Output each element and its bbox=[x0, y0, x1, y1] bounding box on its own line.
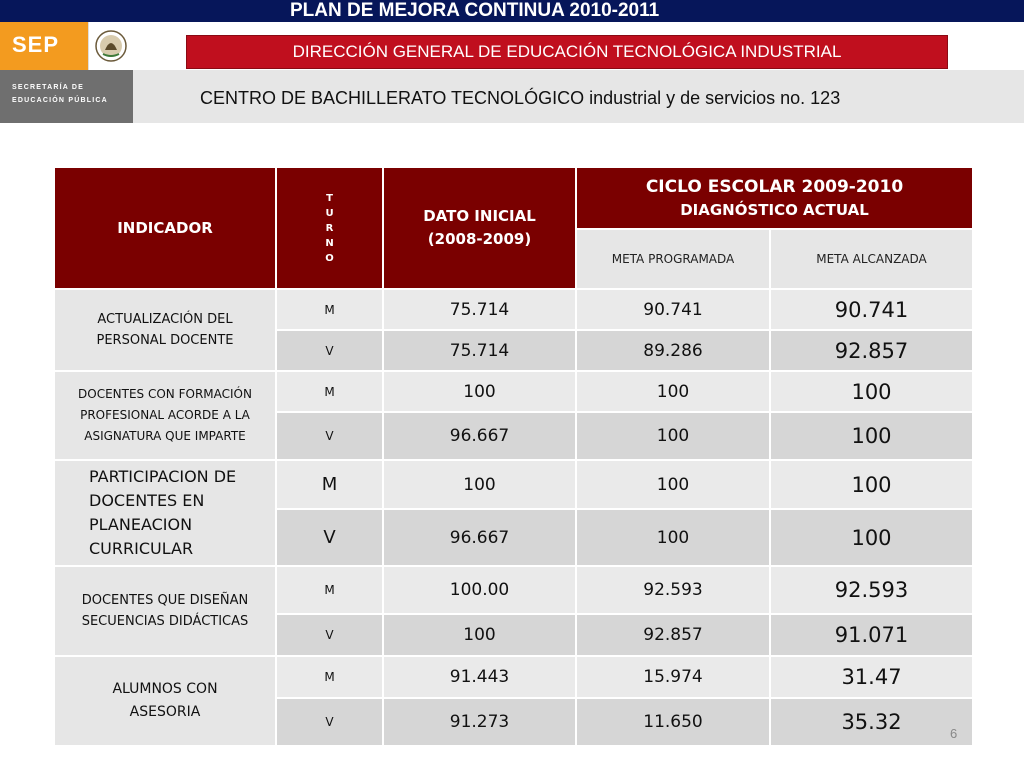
header-ciclo-label: CICLO ESCOLAR 2009-2010 bbox=[645, 177, 904, 197]
meta-alcanzada-cell: 100 bbox=[769, 508, 974, 567]
turno-letter: O bbox=[325, 252, 334, 264]
sep-logo-text: SEP bbox=[12, 32, 60, 57]
page-number: 6 bbox=[950, 726, 958, 741]
table-row: ACTUALIZACIÓN DEL PERSONAL DOCENTE M 75.… bbox=[53, 288, 974, 372]
meta-alcanzada-cell: 90.741 bbox=[769, 288, 974, 331]
header-indicador: INDICADOR bbox=[53, 166, 277, 290]
table-row: V 91.273 11.650 35.32 bbox=[54, 697, 974, 747]
meta-programada-cell: 89.286 bbox=[575, 329, 771, 372]
dato-inicial-cell: 100 bbox=[382, 459, 577, 510]
meta-programada-cell: 11.650 bbox=[575, 697, 771, 747]
indicador-line: DOCENTES EN bbox=[89, 491, 205, 510]
table-row: V 75.714 89.286 92.857 bbox=[54, 329, 974, 372]
turno-cell: M bbox=[275, 370, 384, 413]
indicador-line: ASESORIA bbox=[129, 704, 201, 720]
indicador-line: DOCENTES QUE DISEÑAN bbox=[81, 593, 249, 608]
header-ciclo-escolar: CICLO ESCOLAR 2009-2010 DIAGNÓSTICO ACTU… bbox=[575, 166, 974, 230]
top-title-bar: PLAN DE MEJORA CONTINUA 2010-2011 bbox=[0, 0, 1024, 22]
indicators-table: INDICADOR T U R N O DATO INICIAL (2008-2… bbox=[53, 166, 974, 747]
table-row: V 100 92.857 91.071 bbox=[54, 613, 974, 657]
indicador-line: PLANEACION bbox=[89, 515, 193, 534]
sep-logo-gray-block: SECRETARÍA DE EDUCACIÓN PÚBLICA bbox=[0, 70, 133, 123]
indicador-cell: PARTICIPACION DE DOCENTES EN PLANEACION … bbox=[53, 459, 277, 567]
turno-cell: V bbox=[275, 411, 384, 461]
sep-logo: SEP SECRETARÍA DE EDUCACIÓN PÚBLICA bbox=[0, 22, 134, 123]
meta-alcanzada-cell: 100 bbox=[769, 459, 974, 510]
turno-letter: R bbox=[325, 222, 334, 234]
school-banner bbox=[133, 70, 1024, 123]
plan-title: PLAN DE MEJORA CONTINUA 2010-2011 bbox=[290, 0, 660, 21]
indicador-line: CURRICULAR bbox=[89, 539, 194, 558]
header-dato-inicial: DATO INICIAL (2008-2009) bbox=[382, 166, 577, 290]
turno-letter: U bbox=[325, 207, 334, 219]
dato-inicial-cell: 96.667 bbox=[382, 411, 577, 461]
table-row: V 96.667 100 100 bbox=[54, 508, 974, 567]
meta-alcanzada-cell: 92.857 bbox=[769, 329, 974, 372]
turno-cell: M bbox=[275, 288, 384, 331]
indicador-line: SECUENCIAS DIDÁCTICAS bbox=[81, 614, 249, 629]
header-meta-programada: META PROGRAMADA bbox=[575, 228, 771, 290]
header-diagnostico-label: DIAGNÓSTICO ACTUAL bbox=[680, 201, 869, 219]
turno-cell: V bbox=[275, 613, 384, 657]
dato-inicial-cell: 100 bbox=[382, 613, 577, 657]
school-name: CENTRO DE BACHILLERATO TECNOLÓGICO indus… bbox=[200, 88, 841, 108]
dato-inicial-cell: 91.443 bbox=[382, 655, 577, 699]
indicador-line: PERSONAL DOCENTE bbox=[96, 333, 234, 348]
meta-programada-cell: 92.593 bbox=[575, 565, 771, 615]
header-meta-alcanzada: META ALCANZADA bbox=[769, 228, 974, 290]
meta-alcanzada-cell: 92.593 bbox=[769, 565, 974, 615]
indicador-cell: ACTUALIZACIÓN DEL PERSONAL DOCENTE bbox=[53, 288, 277, 372]
dato-inicial-cell: 91.273 bbox=[382, 697, 577, 747]
indicador-line: ASIGNATURA QUE IMPARTE bbox=[84, 429, 246, 443]
table-row: ALUMNOS CON ASESORIA M 91.443 15.974 31.… bbox=[53, 655, 974, 747]
mexico-coat-of-arms-icon bbox=[88, 22, 134, 70]
dato-inicial-cell: 75.714 bbox=[382, 329, 577, 372]
dato-inicial-cell: 96.667 bbox=[382, 508, 577, 567]
meta-programada-cell: 100 bbox=[575, 508, 771, 567]
turno-cell: V bbox=[275, 508, 384, 567]
meta-alcanzada-cell: 100 bbox=[769, 411, 974, 461]
turno-cell: M bbox=[275, 565, 384, 615]
indicador-line: ALUMNOS CON bbox=[112, 681, 218, 697]
meta-programada-cell: 92.857 bbox=[575, 613, 771, 657]
turno-cell: V bbox=[275, 329, 384, 372]
header-dato-inicial-line-2: (2008-2009) bbox=[427, 230, 532, 248]
meta-alcanzada-cell: 91.071 bbox=[769, 613, 974, 657]
indicador-line: PARTICIPACION DE bbox=[89, 467, 237, 486]
meta-programada-cell: 100 bbox=[575, 459, 771, 510]
table-row: V 96.667 100 100 bbox=[54, 411, 974, 461]
dato-inicial-cell: 75.714 bbox=[382, 288, 577, 331]
meta-programada-cell: 90.741 bbox=[575, 288, 771, 331]
table-row: DOCENTES CON FORMACIÓN PROFESIONAL ACORD… bbox=[53, 370, 974, 461]
indicador-line: DOCENTES CON FORMACIÓN bbox=[78, 387, 252, 401]
sep-logo-line-1: SECRETARÍA DE bbox=[12, 84, 84, 91]
direccion-banner: DIRECCIÓN GENERAL DE EDUCACIÓN TECNOLÓGI… bbox=[186, 35, 948, 69]
header-turno: T U R N O bbox=[275, 166, 384, 290]
turno-cell: M bbox=[275, 655, 384, 699]
header-dato-inicial-line-1: DATO INICIAL bbox=[423, 207, 536, 225]
meta-alcanzada-cell: 100 bbox=[769, 370, 974, 413]
indicador-cell: ALUMNOS CON ASESORIA bbox=[53, 655, 277, 747]
turno-cell: M bbox=[275, 459, 384, 510]
indicador-line: ACTUALIZACIÓN DEL bbox=[97, 312, 233, 327]
turno-cell: V bbox=[275, 697, 384, 747]
table-row: DOCENTES QUE DISEÑAN SECUENCIAS DIDÁCTIC… bbox=[53, 565, 974, 657]
sep-logo-orange-block: SEP bbox=[0, 22, 88, 70]
indicador-cell: DOCENTES CON FORMACIÓN PROFESIONAL ACORD… bbox=[53, 370, 277, 461]
indicador-line: PROFESIONAL ACORDE A LA bbox=[80, 408, 250, 422]
turno-letter: T bbox=[326, 192, 333, 204]
meta-programada-cell: 100 bbox=[575, 370, 771, 413]
turno-letter: N bbox=[325, 237, 334, 249]
indicador-cell: DOCENTES QUE DISEÑAN SECUENCIAS DIDÁCTIC… bbox=[53, 565, 277, 657]
meta-programada-cell: 15.974 bbox=[575, 655, 771, 699]
dato-inicial-cell: 100 bbox=[382, 370, 577, 413]
meta-programada-cell: 100 bbox=[575, 411, 771, 461]
sep-logo-line-2: EDUCACIÓN PÚBLICA bbox=[12, 97, 108, 104]
meta-alcanzada-cell: 35.32 bbox=[769, 697, 974, 747]
meta-alcanzada-cell: 31.47 bbox=[769, 655, 974, 699]
dato-inicial-cell: 100.00 bbox=[382, 565, 577, 615]
table-row: PARTICIPACION DE DOCENTES EN PLANEACION … bbox=[53, 459, 974, 567]
